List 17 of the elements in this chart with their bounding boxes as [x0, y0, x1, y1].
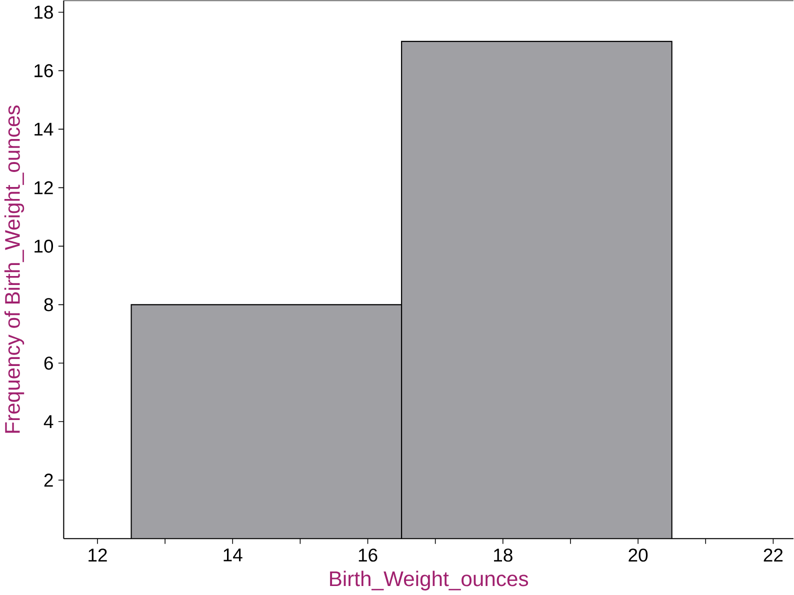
y-tick-label: 2 [44, 474, 53, 487]
x-tick-label: 20 [628, 548, 648, 562]
y-tick-label: 4 [44, 415, 54, 428]
y-tick-label: 8 [44, 298, 53, 312]
x-tick-label: 16 [358, 548, 378, 562]
x-tick-label: 12 [88, 548, 107, 562]
x-tick-label: 22 [764, 548, 783, 562]
y-tick-label: 10 [34, 240, 54, 253]
y-axis-title: Frequency of Birth_Weight_ounces [4, 106, 24, 433]
y-tick-label: 12 [34, 181, 53, 194]
x-tick-label: 14 [224, 548, 242, 562]
x-axis-title: Birth_Weight_ounces [330, 570, 528, 591]
y-tick-label: 16 [34, 64, 53, 78]
y-tick-label: 14 [34, 122, 54, 136]
y-tick-label: 6 [44, 356, 53, 370]
y-tick-label: 18 [34, 6, 53, 19]
x-tick-label: 18 [494, 548, 512, 562]
